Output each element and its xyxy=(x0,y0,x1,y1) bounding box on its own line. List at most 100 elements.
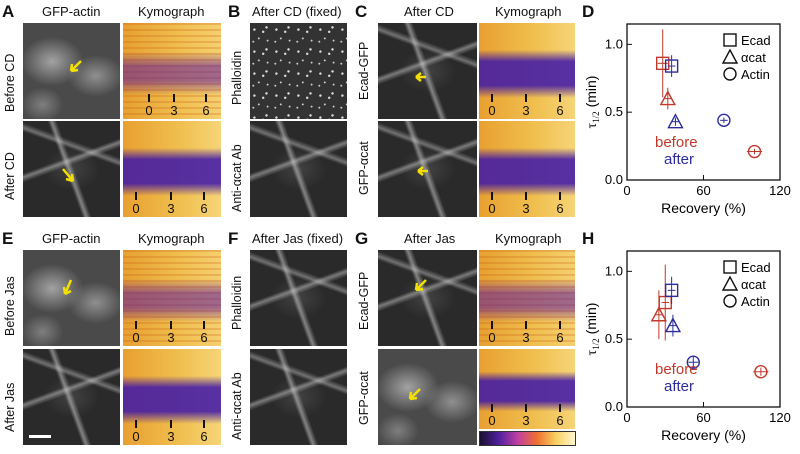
x-tick-label: 60 xyxy=(696,183,710,198)
kymo-tick: 6 xyxy=(556,201,564,216)
kymo-tick: 0 xyxy=(488,103,496,118)
y-tick-label: 0.5 xyxy=(605,331,623,346)
recovery-scatter-chart-d: 0 60 120 0.0 0.5 1.0 Recovery (%) τ1/2 (min) Eca… xyxy=(583,23,791,216)
x-axis-label: Recovery (%) xyxy=(661,427,746,443)
legend-marker-square xyxy=(723,33,737,47)
kymo-tick: 0 xyxy=(132,201,140,216)
panel-c-kymograph-ecad: 0 3 6 xyxy=(479,23,575,119)
x-tick-label: 60 xyxy=(696,410,710,425)
x-tick-label: 120 xyxy=(769,183,791,198)
x-tick-label: 0 xyxy=(623,183,630,198)
panel-g-row2-label: GFP-αcat xyxy=(357,371,371,425)
panel-b-anticat-image xyxy=(250,121,347,217)
panel-a-after-image xyxy=(23,121,120,217)
panel-c-kymograph-cat: 0 3 6 xyxy=(479,121,575,217)
panel-f-anticat-image xyxy=(250,349,347,445)
y-tick-label: 1.0 xyxy=(605,263,623,278)
panel-b-row1-label: Phalloidin xyxy=(230,50,244,105)
x-axis-label: Recovery (%) xyxy=(661,200,746,216)
panel-e-kymo-title: Kymograph xyxy=(138,231,205,246)
panel-g-title: After Jas xyxy=(404,231,456,246)
panel-g-kymograph-ecad: 0 3 6 xyxy=(479,250,575,346)
panel-e-kymograph-after: 0 3 6 xyxy=(123,349,221,445)
panel-b-phalloidin-image xyxy=(250,23,347,119)
panel-c-ecad-image xyxy=(378,23,477,119)
panel-a-row2-label: After CD xyxy=(3,152,17,200)
data-point-after-triangle xyxy=(664,317,682,333)
panel-g-kymograph-cat: 0 3 6 xyxy=(479,349,575,429)
kymo-tick: 6 xyxy=(556,413,564,428)
panel-b-title: After CD (fixed) xyxy=(252,4,342,19)
panel-g-cat-arrow xyxy=(408,388,421,401)
panel-e-row2-label: After Jas xyxy=(3,382,17,432)
panel-c-kymo-title: Kymograph xyxy=(495,4,562,19)
panel-a-after-arrow xyxy=(62,168,75,183)
panel-e-after-arrow xyxy=(23,349,120,445)
panel-c-row2-label: GFP-αcat xyxy=(357,141,371,195)
panel-f-phalloidin-image xyxy=(250,250,347,346)
kymo-tick: 3 xyxy=(167,330,175,345)
panel-c-cat-arrow xyxy=(417,166,428,176)
data-point-before-triangle xyxy=(659,90,676,106)
panel-b-row2-label: Anti-αcat Ab xyxy=(230,144,244,212)
panel-e-before-arrow xyxy=(62,279,73,296)
panel-a-title: GFP-actin xyxy=(42,4,101,19)
kymo-tick: 0 xyxy=(488,413,496,428)
x-tick-label: 120 xyxy=(769,410,791,425)
legend-marker-circle xyxy=(723,294,737,308)
panel-e-before-image xyxy=(23,250,120,346)
legend-marker-triangle xyxy=(721,275,739,291)
data-point-before-circle xyxy=(754,365,768,379)
annotation-before: before xyxy=(655,134,698,151)
legend-label: Ecad xyxy=(741,260,771,275)
data-point-after-square xyxy=(664,283,679,298)
panel-c-cat-image xyxy=(378,121,477,217)
panel-f-row2-label: Anti-αcat Ab xyxy=(230,372,244,440)
kymo-tick: 3 xyxy=(522,330,530,345)
panel-g-ecad-arrow xyxy=(414,279,427,292)
y-axis-label: τ1/2 (min) xyxy=(583,303,601,356)
panel-g-ecad-image xyxy=(378,250,477,346)
kymo-tick: 6 xyxy=(200,330,208,345)
legend-label: αcat xyxy=(741,50,766,65)
panel-letter-f: F xyxy=(228,229,239,248)
kymo-tick: 0 xyxy=(488,330,496,345)
y-axis-label: τ1/2 (min) xyxy=(583,76,601,129)
panel-e-kymograph-before: 0 3 6 xyxy=(123,250,221,346)
panel-e-title: GFP-actin xyxy=(42,231,101,246)
panel-letter-e: E xyxy=(2,229,14,248)
panel-e-after-image xyxy=(23,349,120,445)
kymo-tick: 6 xyxy=(556,330,564,345)
data-point-before-circle xyxy=(747,144,762,159)
y-tick-label: 0.0 xyxy=(605,399,623,414)
legend-marker-triangle xyxy=(721,48,739,64)
annotation-after: after xyxy=(664,378,694,395)
data-point-after-circle xyxy=(717,113,731,128)
panel-g-row1-label: Ecad-GFP xyxy=(357,271,371,330)
panel-letter-g: G xyxy=(355,229,369,248)
legend-label: Ecad xyxy=(741,33,771,48)
data-point-before-square xyxy=(655,56,670,71)
data-point-before-triangle xyxy=(650,306,668,322)
panel-letter-d: D xyxy=(582,2,595,21)
panel-c-row1-label: Ecad-GFP xyxy=(357,41,371,100)
kymo-tick: 0 xyxy=(145,103,153,118)
annotation-after: after xyxy=(664,151,694,168)
kymo-tick: 3 xyxy=(167,201,175,216)
kymo-tick: 6 xyxy=(200,201,208,216)
panel-letter-c: C xyxy=(355,2,368,21)
panel-c-ecad-arrow xyxy=(415,72,426,82)
kymo-tick: 3 xyxy=(522,103,530,118)
data-point-after-circle xyxy=(686,355,701,369)
panel-f-title: After Jas (fixed) xyxy=(252,231,344,246)
panel-a-kymograph-after: 0 3 6 xyxy=(123,121,221,217)
kymo-tick: 0 xyxy=(488,201,496,216)
panel-a-before-arrow xyxy=(69,60,82,73)
data-point-after-triangle xyxy=(667,113,684,129)
panel-g-kymo-title: Kymograph xyxy=(495,231,562,246)
panel-letter-h: H xyxy=(582,229,595,248)
panel-a-kymograph-before: 0 3 6 xyxy=(123,23,221,119)
panel-a-before-image xyxy=(23,23,120,119)
kymo-tick: 3 xyxy=(170,103,178,118)
scale-bar xyxy=(29,435,51,438)
